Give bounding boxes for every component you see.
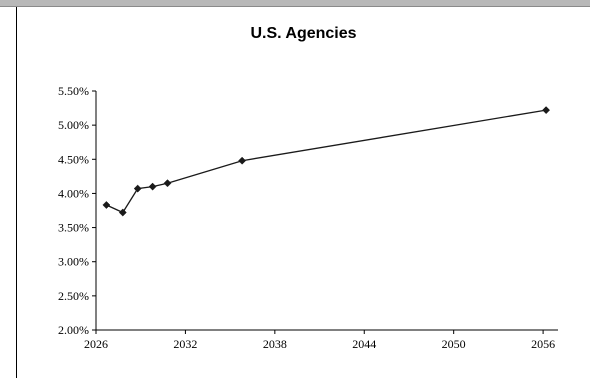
x-tick-label: 2026 xyxy=(84,337,108,351)
y-tick-label: 5.00% xyxy=(58,118,89,132)
x-tick-label: 2050 xyxy=(442,337,466,351)
data-point-marker xyxy=(542,106,551,115)
window-top-bar xyxy=(0,0,590,7)
y-tick-label: 2.00% xyxy=(58,323,89,337)
y-tick-label: 3.00% xyxy=(58,255,89,269)
series-line xyxy=(106,109,547,214)
data-point-marker xyxy=(102,201,111,209)
x-tick-label: 2038 xyxy=(263,337,287,351)
y-tick-label: 5.50% xyxy=(58,84,89,98)
y-tick-label: 4.50% xyxy=(58,152,89,166)
y-tick-label: 4.00% xyxy=(58,186,89,200)
chart-title: U.S. Agencies xyxy=(250,25,357,42)
x-tick-label: 2044 xyxy=(352,337,376,351)
left-border-line xyxy=(16,7,17,378)
data-point-marker xyxy=(238,156,247,165)
data-point-marker xyxy=(163,179,172,188)
x-tick-label: 2032 xyxy=(173,337,197,351)
y-tick-label: 2.50% xyxy=(58,289,89,303)
data-point-marker xyxy=(148,182,157,191)
data-point-marker xyxy=(133,184,142,193)
y-tick-label: 3.50% xyxy=(58,221,89,235)
data-point-marker xyxy=(118,208,127,217)
x-tick-label: 2056 xyxy=(531,337,555,351)
